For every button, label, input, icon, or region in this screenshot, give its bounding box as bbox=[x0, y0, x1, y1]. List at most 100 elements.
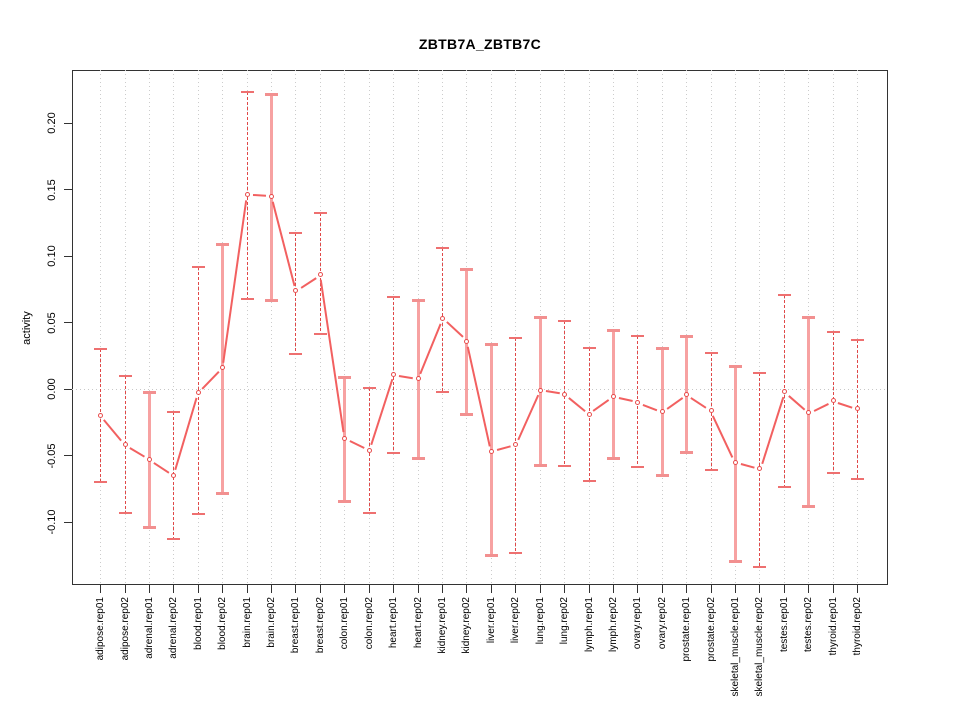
error-bar-cap-top bbox=[533, 316, 547, 320]
error-bar-cap-top bbox=[411, 298, 425, 302]
x-tick-label: kidney.rep01 bbox=[436, 597, 448, 654]
x-tick-label: prostate.rep01 bbox=[681, 597, 693, 662]
x-tick-label: ovary.rep02 bbox=[656, 597, 668, 650]
error-bar-cap-bottom bbox=[826, 471, 840, 474]
gridline-vertical bbox=[124, 70, 126, 585]
error-bar-cap-top bbox=[484, 342, 498, 346]
data-point bbox=[415, 375, 421, 381]
x-tick-label: kidney.rep02 bbox=[461, 597, 473, 654]
gridline-vertical bbox=[637, 70, 639, 585]
data-point bbox=[757, 466, 763, 472]
error-bar-cap-bottom bbox=[265, 298, 279, 302]
gridline-vertical bbox=[515, 70, 517, 585]
x-tick-label: colon.rep01 bbox=[339, 597, 351, 650]
x-tick-label: thyroid.rep02 bbox=[852, 597, 864, 656]
x-axis-tick bbox=[466, 585, 468, 593]
plot-title: ZBTB7A_ZBTB7C bbox=[418, 36, 542, 52]
error-bar-cap-top bbox=[777, 293, 791, 296]
x-tick-label: brain.rep01 bbox=[241, 597, 253, 648]
error-bar-cap-top bbox=[338, 376, 352, 380]
data-point bbox=[586, 411, 592, 417]
error-bar-cap-top bbox=[191, 265, 205, 268]
y-tick-label: 0.15 bbox=[46, 178, 58, 201]
x-tick-label: adrenal.rep01 bbox=[143, 597, 155, 659]
y-tick-label: -0.10 bbox=[46, 509, 58, 535]
error-bar-cap-bottom bbox=[851, 478, 865, 481]
error-bar-cap-bottom bbox=[338, 499, 352, 503]
data-point bbox=[195, 390, 201, 396]
x-tick-label: heart.rep01 bbox=[388, 597, 400, 649]
error-bar-cap-bottom bbox=[313, 333, 327, 336]
gridline-vertical bbox=[100, 70, 102, 585]
x-axis-tick bbox=[344, 585, 346, 593]
x-axis-tick bbox=[197, 585, 199, 593]
error-bar-cap-bottom bbox=[655, 474, 669, 478]
error-bar-cap-top bbox=[435, 247, 449, 250]
error-bar-cap-top bbox=[655, 346, 669, 350]
error-bar-cap-top bbox=[94, 348, 108, 351]
error-bar-cap-bottom bbox=[753, 566, 767, 569]
x-axis-tick bbox=[637, 585, 639, 593]
error-bar-cap-top bbox=[631, 334, 645, 337]
x-axis-tick bbox=[710, 585, 712, 593]
y-axis-tick bbox=[64, 455, 72, 456]
x-tick-label: adipose.rep02 bbox=[119, 597, 131, 661]
gridline-vertical bbox=[246, 70, 248, 585]
x-axis-tick bbox=[857, 585, 859, 593]
gridline-vertical bbox=[661, 70, 663, 585]
error-bar-cap-top bbox=[704, 352, 718, 355]
data-point bbox=[464, 338, 470, 344]
data-point bbox=[317, 272, 323, 278]
x-axis-tick bbox=[759, 585, 761, 593]
gridline-vertical bbox=[173, 70, 175, 585]
error-bar-cap-bottom bbox=[167, 538, 181, 541]
data-point bbox=[171, 472, 177, 478]
error-bar-cap-top bbox=[313, 212, 327, 215]
error-bar-cap-bottom bbox=[94, 481, 108, 484]
x-axis-tick bbox=[539, 585, 541, 593]
data-point bbox=[269, 193, 275, 199]
x-axis-tick bbox=[515, 585, 517, 593]
x-axis-tick bbox=[783, 585, 785, 593]
error-bar-cap-bottom bbox=[240, 297, 254, 300]
x-axis-tick bbox=[222, 585, 224, 593]
x-tick-label: colon.rep02 bbox=[363, 597, 375, 650]
error-bar-cap-bottom bbox=[533, 463, 547, 467]
x-tick-label: thyroid.rep01 bbox=[827, 597, 839, 656]
gridline-vertical bbox=[588, 70, 590, 585]
error-bar-cap-bottom bbox=[387, 451, 401, 454]
error-bar-cap-top bbox=[729, 365, 743, 369]
data-point bbox=[855, 406, 861, 412]
y-axis-tick bbox=[64, 255, 72, 257]
data-point bbox=[635, 399, 641, 405]
x-tick-label: adrenal.rep02 bbox=[168, 597, 180, 659]
zero-line bbox=[72, 388, 888, 390]
error-bar-cap-bottom bbox=[484, 554, 498, 558]
plot-area bbox=[72, 70, 888, 585]
error-bar-cap-top bbox=[851, 338, 865, 341]
y-tick-label: 0.10 bbox=[46, 245, 58, 267]
data-point bbox=[366, 447, 372, 453]
data-point bbox=[806, 410, 812, 416]
error-bar-cap-bottom bbox=[118, 511, 132, 514]
x-axis-tick bbox=[148, 585, 150, 593]
y-tick-label: 0.00 bbox=[46, 378, 58, 400]
gridline-vertical bbox=[759, 70, 761, 585]
x-axis-tick bbox=[808, 585, 810, 593]
gridline-vertical bbox=[686, 70, 688, 585]
x-axis-tick bbox=[319, 585, 321, 593]
gridline-vertical bbox=[148, 70, 150, 585]
gridline-vertical bbox=[344, 70, 346, 585]
error-bar-cap-top bbox=[265, 92, 279, 96]
data-point bbox=[733, 459, 739, 465]
error-bar-cap-top bbox=[460, 268, 474, 272]
data-point bbox=[781, 389, 787, 395]
error-bar-cap-bottom bbox=[289, 353, 303, 356]
data-point bbox=[342, 435, 348, 441]
y-axis-tick bbox=[64, 122, 72, 124]
error-bar-cap-top bbox=[753, 372, 767, 375]
error-bar-cap-top bbox=[387, 296, 401, 299]
gridline-vertical bbox=[710, 70, 712, 585]
x-axis-tick bbox=[246, 585, 248, 593]
x-tick-label: skeletal_muscle.rep02 bbox=[754, 597, 766, 697]
